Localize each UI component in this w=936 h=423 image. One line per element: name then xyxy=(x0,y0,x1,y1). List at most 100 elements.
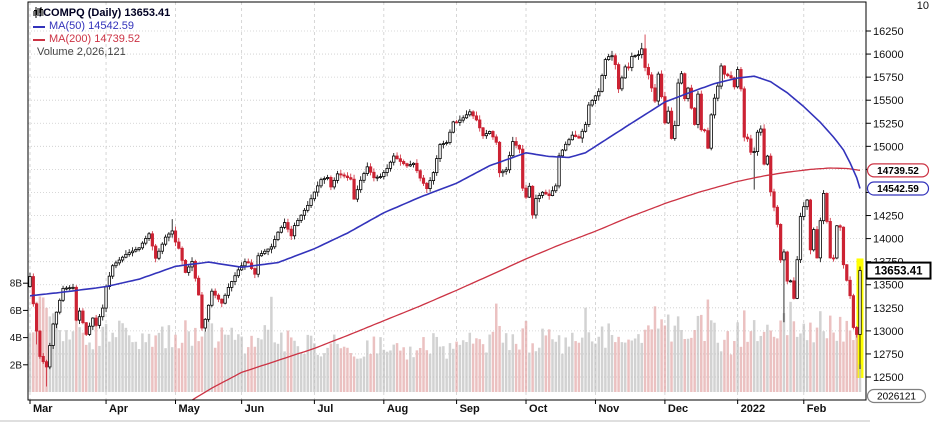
ma200-line-swatch xyxy=(33,38,45,41)
volume-bar xyxy=(233,339,237,392)
volume-bar xyxy=(422,337,425,392)
candle-body xyxy=(177,241,181,249)
candle-body xyxy=(74,286,78,321)
volume-bar xyxy=(379,337,382,392)
volume-bar xyxy=(299,353,303,392)
legend-volume-label: Volume 2,026,121 xyxy=(37,46,126,58)
candle-body xyxy=(537,195,541,199)
volume-bar xyxy=(809,322,812,392)
volume-bar xyxy=(537,347,541,392)
volume-bar xyxy=(296,346,300,392)
volume-bar xyxy=(812,342,815,392)
candle-body xyxy=(35,303,39,332)
volume-bar xyxy=(845,320,849,392)
volume-bar xyxy=(623,342,627,392)
candle-body xyxy=(365,166,369,174)
volume-bar xyxy=(359,358,362,392)
candle-body xyxy=(822,192,826,222)
volume-bar xyxy=(303,353,306,392)
price-tick-label: 16000 xyxy=(873,49,904,61)
candle-body xyxy=(534,198,538,216)
volume-bar xyxy=(313,343,316,392)
candle-body xyxy=(28,276,32,287)
volume-bar xyxy=(564,337,567,392)
candle-body xyxy=(329,177,333,188)
volume-tick-label: 4B xyxy=(10,333,23,344)
candle-body xyxy=(557,155,561,187)
candle-body xyxy=(663,96,667,124)
volume-bar xyxy=(204,331,207,392)
candle-body xyxy=(349,177,353,180)
volume-bar xyxy=(633,338,637,392)
volume-bar xyxy=(676,316,680,392)
candle-body xyxy=(395,155,399,160)
volume-bar xyxy=(197,341,200,392)
candle-body xyxy=(54,311,59,325)
volume-bar xyxy=(557,335,561,392)
volume-bar xyxy=(627,339,630,392)
volume-bar xyxy=(32,332,35,392)
volume-bar xyxy=(250,335,253,392)
candle-body xyxy=(831,257,836,260)
candle-body xyxy=(425,182,429,189)
volume-bar xyxy=(316,354,319,392)
candle-body xyxy=(236,269,240,277)
candle-body xyxy=(302,209,307,216)
volume-bar xyxy=(402,347,405,392)
candle-body xyxy=(531,185,535,216)
volume-bar xyxy=(666,314,670,392)
volume-bar xyxy=(55,312,58,392)
candle-body xyxy=(666,110,670,124)
candle-body xyxy=(835,225,839,259)
volume-bar xyxy=(584,307,587,392)
candle-body xyxy=(607,56,611,61)
volume-bar xyxy=(561,353,564,392)
ma200-badge xyxy=(866,163,930,178)
volume-bar xyxy=(389,350,392,392)
candle-body xyxy=(719,65,723,87)
volume-bar xyxy=(336,343,339,392)
volume-bar xyxy=(792,321,796,392)
volume-bar xyxy=(756,341,759,392)
volume-bar xyxy=(91,349,95,392)
volume-bar xyxy=(673,325,677,392)
volume-bar xyxy=(693,330,696,392)
candle-body xyxy=(428,180,432,189)
candle-body xyxy=(448,131,452,143)
candle-body xyxy=(97,316,102,326)
candle-body xyxy=(147,233,151,239)
candle-body xyxy=(388,161,393,169)
volume-bar xyxy=(680,330,683,392)
volume-bar xyxy=(729,354,733,392)
volume-axis-left: 8B 6B 4B 2B xyxy=(10,279,28,371)
candle-body xyxy=(765,155,770,165)
price-tick-label: 15750 xyxy=(873,72,904,84)
candle-body xyxy=(613,55,617,65)
volume-bar xyxy=(207,319,210,392)
candle-body xyxy=(623,66,627,79)
candle-body xyxy=(385,167,389,173)
candle-body xyxy=(226,287,231,296)
volume-bar xyxy=(524,321,528,392)
price-tick-label: 14250 xyxy=(873,211,904,223)
candle-body xyxy=(785,251,789,282)
candle-body xyxy=(332,179,336,188)
volume-bar xyxy=(170,347,174,392)
candle-body xyxy=(263,250,267,254)
candle-body xyxy=(742,88,746,138)
candle-body xyxy=(669,110,674,139)
candle-body xyxy=(696,93,700,125)
candle-body xyxy=(402,161,406,165)
candle-body xyxy=(230,281,234,288)
candle-body xyxy=(243,261,247,267)
candle-body xyxy=(306,204,310,211)
volume-bar xyxy=(366,340,369,392)
gridlines xyxy=(28,2,866,400)
month-label: Aug xyxy=(387,403,408,415)
candle-body xyxy=(273,239,277,248)
volume-bar xyxy=(713,322,716,392)
volume-bar xyxy=(594,343,597,392)
volume-bar xyxy=(739,346,743,392)
candle-body xyxy=(398,158,402,162)
candle-body xyxy=(504,169,508,172)
